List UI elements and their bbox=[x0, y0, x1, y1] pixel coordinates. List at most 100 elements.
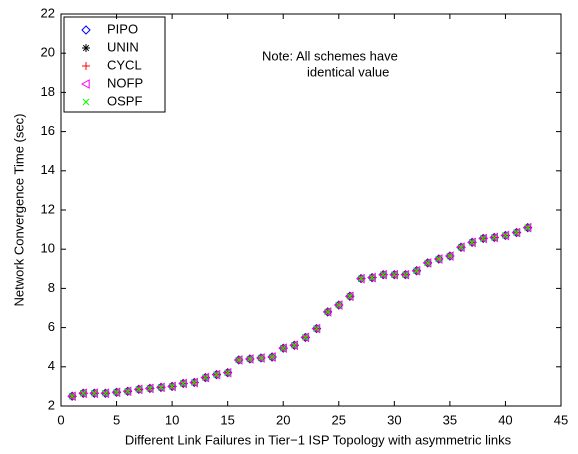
legend-marker bbox=[81, 25, 91, 35]
legend-marker bbox=[82, 98, 90, 106]
y-tick-label: 18 bbox=[41, 84, 55, 99]
data-point bbox=[178, 378, 187, 389]
data-point bbox=[289, 340, 299, 351]
data-point bbox=[513, 229, 520, 236]
data-point bbox=[255, 353, 265, 363]
data-point bbox=[190, 379, 198, 386]
data-point bbox=[100, 388, 110, 399]
y-tick-label: 16 bbox=[41, 123, 55, 138]
data-point bbox=[322, 307, 332, 317]
data-point bbox=[224, 369, 232, 377]
data-point bbox=[278, 343, 287, 354]
legend-label: PIPO bbox=[107, 21, 138, 36]
data-point bbox=[335, 301, 343, 309]
data-point bbox=[389, 269, 399, 280]
data-point bbox=[144, 383, 154, 394]
data-point bbox=[67, 391, 76, 402]
data-point bbox=[400, 269, 410, 280]
legend-label: NOFP bbox=[107, 75, 143, 90]
data-point bbox=[268, 353, 276, 361]
data-point bbox=[211, 369, 221, 380]
data-point bbox=[478, 233, 487, 244]
y-tick-label: 6 bbox=[48, 319, 55, 334]
annotation: Note: All schemes have bbox=[262, 48, 398, 63]
data-point bbox=[367, 272, 376, 283]
legend-label: CYCL bbox=[107, 57, 142, 72]
x-tick-label: 0 bbox=[57, 412, 64, 427]
data-point bbox=[135, 385, 143, 393]
data-point bbox=[246, 355, 254, 363]
data-point bbox=[500, 230, 510, 241]
data-point bbox=[379, 271, 387, 279]
data-point bbox=[113, 388, 120, 396]
data-point bbox=[467, 237, 476, 248]
data-point bbox=[413, 267, 420, 275]
data-point bbox=[189, 377, 199, 388]
data-point bbox=[290, 341, 298, 349]
data-point bbox=[257, 354, 265, 362]
data-point bbox=[378, 269, 387, 280]
data-point bbox=[244, 354, 254, 364]
y-tick-label: 2 bbox=[48, 397, 55, 412]
data-point bbox=[302, 334, 309, 341]
data-point bbox=[155, 382, 165, 393]
data-point bbox=[222, 367, 232, 378]
y-tick-label: 22 bbox=[41, 5, 55, 20]
data-point bbox=[157, 384, 165, 391]
data-point bbox=[411, 265, 421, 276]
data-point bbox=[489, 232, 499, 243]
x-tick-label: 30 bbox=[387, 412, 401, 427]
x-tick-label: 35 bbox=[443, 412, 457, 427]
data-point bbox=[324, 308, 332, 316]
data-point bbox=[311, 323, 321, 334]
data-point bbox=[422, 258, 432, 268]
data-point bbox=[167, 381, 176, 392]
data-point bbox=[124, 387, 132, 395]
data-point bbox=[357, 275, 365, 282]
data-point bbox=[368, 274, 376, 281]
annotation: identical value bbox=[307, 64, 389, 79]
data-point bbox=[333, 300, 343, 310]
data-point bbox=[78, 388, 87, 399]
y-tick-label: 10 bbox=[41, 241, 55, 256]
x-tick-label: 25 bbox=[332, 412, 346, 427]
y-tick-label: 20 bbox=[41, 45, 55, 60]
legend-box bbox=[63, 16, 166, 113]
data-point bbox=[344, 291, 354, 302]
data-point bbox=[233, 355, 243, 365]
data-point bbox=[313, 325, 320, 332]
data-point bbox=[455, 242, 465, 253]
data-point bbox=[79, 389, 87, 397]
legend-label: OSPF bbox=[107, 93, 142, 108]
data-point bbox=[502, 232, 509, 239]
data-point bbox=[468, 238, 476, 246]
data-point bbox=[490, 234, 498, 241]
data-point bbox=[102, 389, 109, 397]
y-tick-label: 12 bbox=[41, 201, 55, 216]
data-point bbox=[68, 392, 76, 400]
y-tick-label: 8 bbox=[48, 280, 55, 295]
data-point bbox=[89, 388, 99, 399]
data-point bbox=[524, 224, 532, 231]
data-point bbox=[346, 292, 354, 300]
data-point bbox=[424, 259, 432, 267]
data-point bbox=[435, 255, 443, 263]
legend-marker bbox=[80, 79, 90, 89]
x-tick-label: 5 bbox=[113, 412, 120, 427]
x-tick-label: 20 bbox=[276, 412, 290, 427]
y-tick-label: 14 bbox=[41, 162, 55, 177]
data-point bbox=[133, 384, 143, 395]
data-point bbox=[479, 235, 487, 242]
x-tick-label: 45 bbox=[554, 412, 568, 427]
data-point bbox=[90, 389, 98, 397]
data-point bbox=[202, 374, 209, 381]
data-point bbox=[235, 356, 243, 364]
data-point bbox=[111, 387, 121, 398]
data-point bbox=[122, 386, 132, 397]
legend-marker bbox=[82, 62, 90, 70]
data-point bbox=[511, 227, 521, 238]
data-point bbox=[279, 344, 287, 352]
x-tick-label: 15 bbox=[220, 412, 234, 427]
legend-marker bbox=[82, 44, 90, 52]
